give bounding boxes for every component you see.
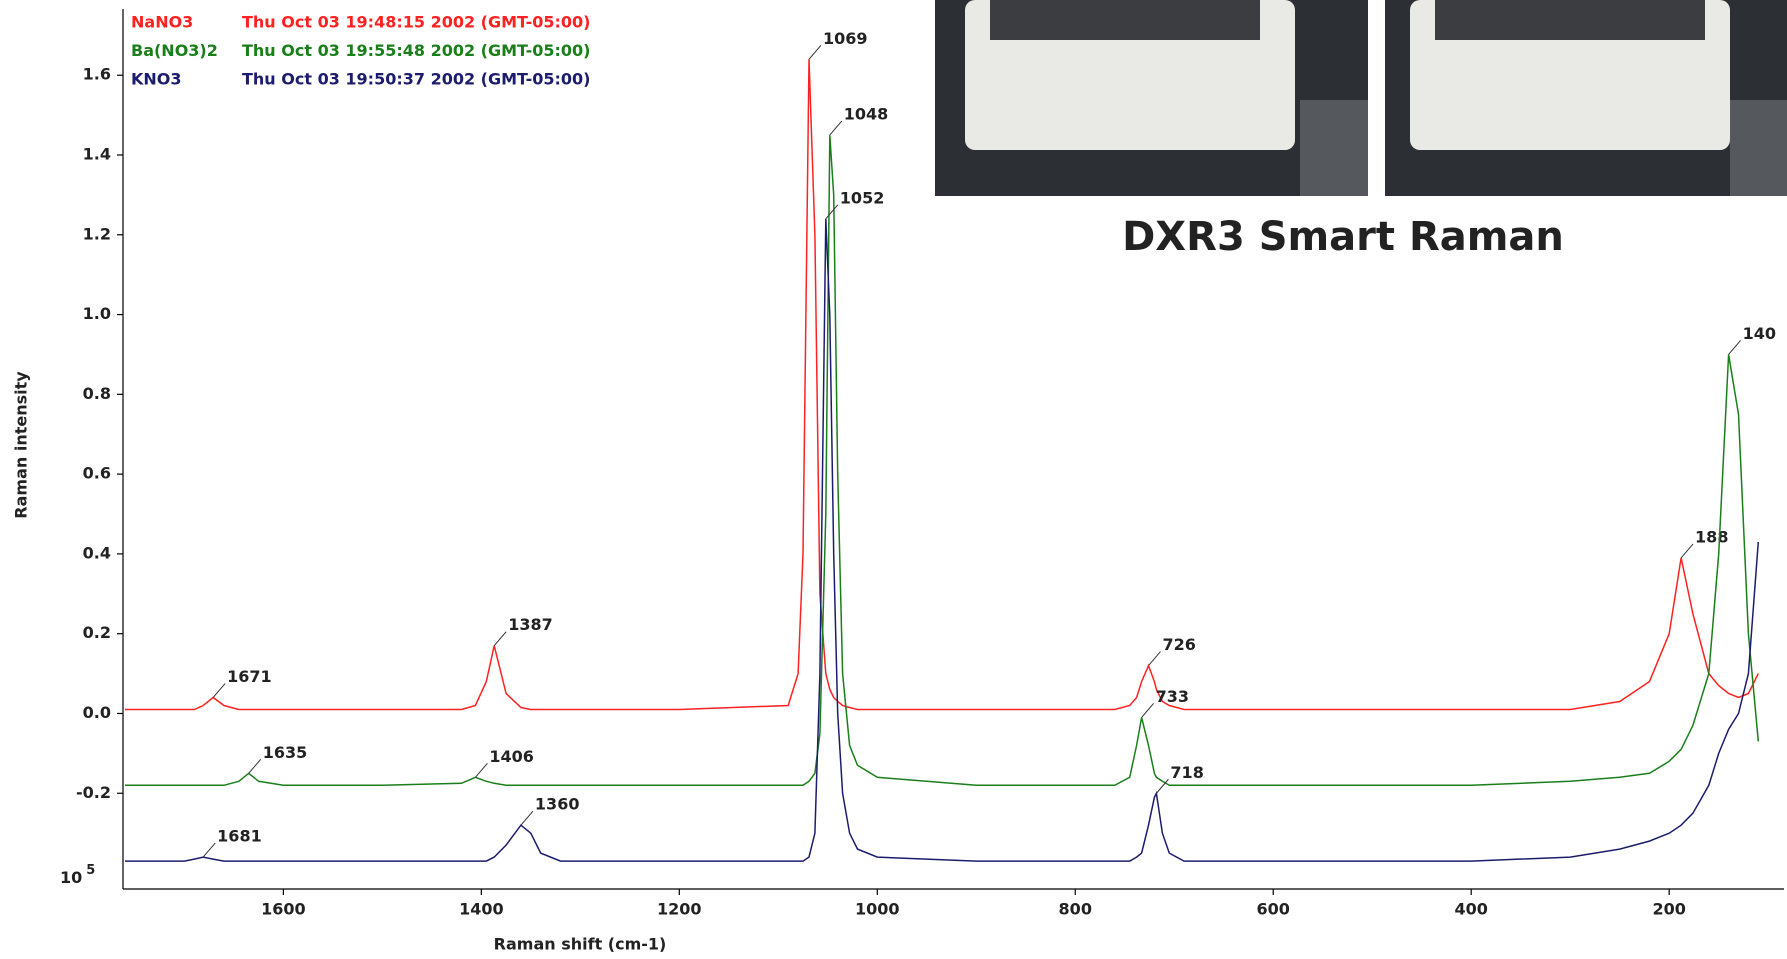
- y-tick-label: 0.4: [83, 543, 111, 562]
- x-tick-label: 1600: [261, 900, 306, 919]
- x-tick-label: 600: [1257, 900, 1290, 919]
- y-scale-base: 10: [60, 868, 82, 887]
- y-tick-label: 0.2: [83, 623, 111, 642]
- legend-name: KNO3: [131, 70, 182, 89]
- y-tick-label: 0.0: [83, 703, 111, 722]
- peak-leader: [1156, 778, 1169, 794]
- peak-label: 1360: [535, 795, 580, 814]
- peak-leader: [475, 762, 488, 778]
- y-tick-label: 0.8: [83, 384, 111, 403]
- instrument-photo: [935, 0, 1787, 196]
- y-tick-label: 1.0: [83, 304, 111, 323]
- peak-leader: [1728, 340, 1741, 355]
- peak-label: 718: [1170, 763, 1203, 782]
- x-axis-label: Raman shift (cm-1): [494, 935, 667, 954]
- legend-name: NaNO3: [131, 13, 193, 32]
- legend-name: Ba(NO3)2: [131, 41, 218, 60]
- peak-leader: [1148, 651, 1161, 666]
- legend-timestamp: Thu Oct 03 19:55:48 2002 (GMT-05:00): [242, 41, 590, 60]
- peak-label: 1406: [489, 747, 534, 766]
- peak-leader: [493, 631, 507, 646]
- y-tick-label: 1.6: [83, 65, 111, 84]
- peak-label: 1681: [217, 827, 262, 846]
- x-tick-label: 1000: [855, 900, 900, 919]
- y-scale-label: 10 5: [60, 863, 95, 887]
- spectrum-line: [125, 59, 1759, 711]
- spectrum-line: [125, 135, 1760, 787]
- peak-label: 1635: [263, 743, 308, 762]
- peak-leader: [212, 683, 226, 698]
- peak-label: 726: [1163, 635, 1196, 654]
- legend-timestamp: Thu Oct 03 19:48:15 2002 (GMT-05:00): [242, 13, 590, 32]
- peak-leader: [829, 120, 843, 136]
- x-tick-label: 400: [1454, 900, 1487, 919]
- x-tick-label: 200: [1652, 900, 1685, 919]
- peak-leader: [202, 842, 216, 858]
- peak-leader: [248, 758, 262, 774]
- x-tick-label: 1200: [657, 900, 702, 919]
- y-axis-label: Raman intensity: [12, 371, 31, 519]
- spectrum-line: [125, 218, 1760, 862]
- y-tick-label: 1.2: [83, 224, 111, 243]
- peak-label: 140: [1743, 324, 1776, 343]
- peak-leader: [825, 204, 839, 220]
- peak-label: 733: [1156, 687, 1189, 706]
- y-tick-label: 1.4: [83, 145, 111, 164]
- peak-label: 188: [1695, 527, 1728, 546]
- caption: DXR3 Smart Raman: [1122, 214, 1564, 260]
- peak-label: 1387: [508, 615, 553, 634]
- x-tick-label: 800: [1059, 900, 1092, 919]
- peak-label: 1069: [823, 29, 868, 48]
- y-scale-exponent: 5: [86, 863, 95, 878]
- y-tick-label: -0.2: [76, 783, 111, 802]
- legend-timestamp: Thu Oct 03 19:50:37 2002 (GMT-05:00): [242, 70, 590, 89]
- y-tick-label: 0.6: [83, 464, 111, 483]
- peak-label: 1048: [844, 105, 889, 124]
- peak-label: 1052: [840, 188, 885, 207]
- peak-leader: [520, 810, 534, 826]
- peak-leader: [808, 44, 822, 60]
- x-tick-label: 1400: [459, 900, 504, 919]
- peak-leader: [1680, 543, 1694, 559]
- peak-leader: [1141, 703, 1154, 718]
- peak-label: 1671: [227, 667, 272, 686]
